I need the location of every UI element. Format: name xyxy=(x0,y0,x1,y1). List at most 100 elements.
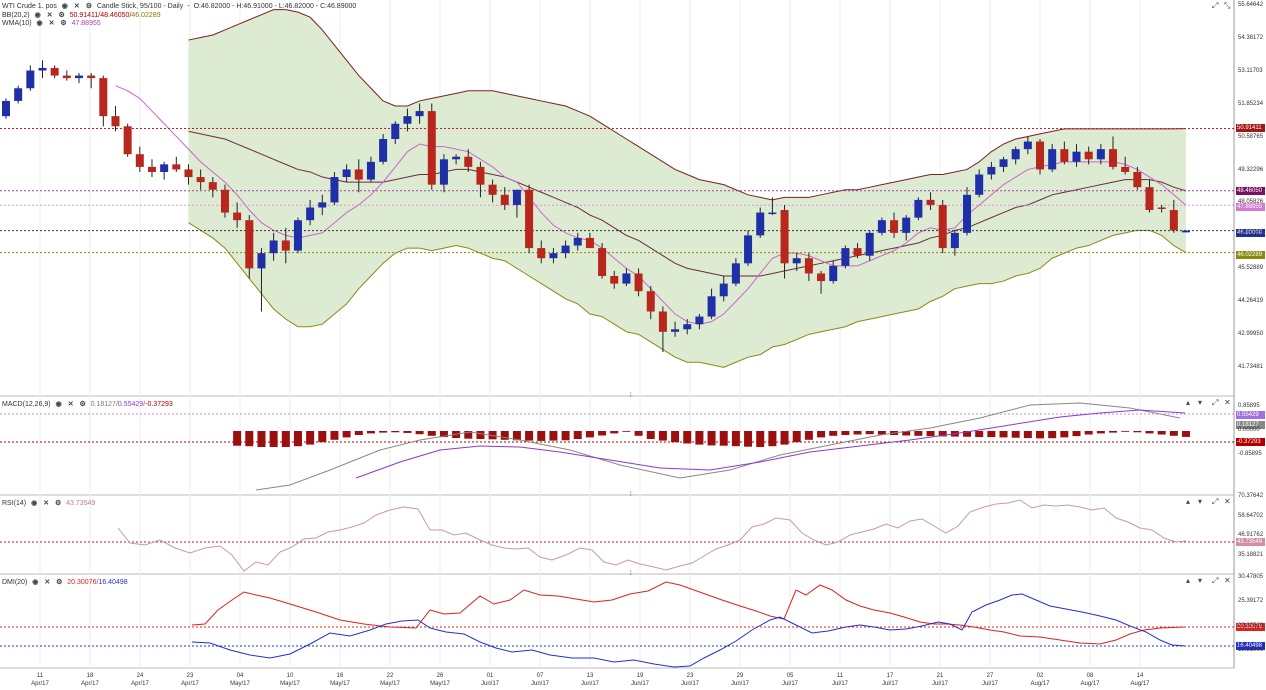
move-down-icon[interactable]: ▾ xyxy=(1198,576,1203,585)
close-icon[interactable]: ✕ xyxy=(73,3,80,10)
close-icon[interactable]: ✕ xyxy=(67,401,74,408)
close-pane-icon[interactable]: ✕ xyxy=(1224,497,1231,506)
candle-body xyxy=(123,126,132,155)
pane-splitter-handle[interactable]: ⁞ xyxy=(630,492,632,498)
pane-splitter-handle[interactable]: ⁞ xyxy=(630,571,632,577)
macd-histogram-bar xyxy=(865,431,874,435)
dmi-pane-header: DMI(20) ◉ ✕ ⚙ 20.30076/16.40498 xyxy=(2,578,128,587)
time-axis-month-label: May/17 xyxy=(230,681,250,687)
price-tick-label: 50.58765 xyxy=(1238,133,1264,140)
macd-histogram-bar xyxy=(1060,431,1069,438)
pane-splitter-handle[interactable]: ⁞ xyxy=(630,393,632,399)
macd-value: 0.18127/ xyxy=(90,400,118,408)
macd-histogram-bar xyxy=(817,431,826,438)
close-icon[interactable]: ✕ xyxy=(48,20,55,27)
time-axis-day-label: 22 xyxy=(386,673,394,679)
close-pane-icon[interactable]: ✕ xyxy=(1224,576,1231,585)
visibility-eye-icon[interactable]: ◉ xyxy=(36,20,43,27)
candle-body xyxy=(975,174,984,195)
rsi-pane-header: RSI(14) ◉ ✕ ⚙ 43.73549 xyxy=(2,499,95,508)
gear-icon[interactable]: ⚙ xyxy=(58,12,65,19)
move-up-icon[interactable]: ▴ xyxy=(1186,497,1191,506)
candle-body xyxy=(634,273,643,292)
macd-histogram-bar xyxy=(1084,431,1093,435)
candle-body xyxy=(99,78,108,117)
candle-body xyxy=(1182,230,1190,233)
move-down-icon[interactable]: ▾ xyxy=(1198,497,1203,506)
move-down-icon[interactable]: ▾ xyxy=(1198,398,1203,407)
macd-histogram-bar xyxy=(731,431,740,447)
candle-body xyxy=(135,154,144,167)
expand-icon[interactable]: ⤢ xyxy=(1212,576,1219,585)
time-axis-month-label: Aug/17 xyxy=(1080,681,1100,687)
dmi-tick-label: 20.30539 xyxy=(1238,622,1264,629)
expand-icon[interactable]: ⤢ xyxy=(1212,497,1219,506)
macd-histogram-bar xyxy=(403,431,412,433)
macd-histogram-bar xyxy=(354,431,363,435)
wma-study-name: WMA(10) xyxy=(2,19,32,27)
dmi-tick-label: 25.39172 xyxy=(1238,598,1264,605)
visibility-eye-icon[interactable]: ◉ xyxy=(55,401,62,408)
time-axis-month-label: Apr/17 xyxy=(131,681,149,687)
close-icon[interactable]: ✕ xyxy=(43,500,50,507)
gear-icon[interactable]: ⚙ xyxy=(79,401,86,408)
candle-body xyxy=(877,220,886,233)
visibility-eye-icon[interactable]: ◉ xyxy=(31,500,38,507)
time-axis-day-label: 02 xyxy=(1036,673,1044,679)
time-axis-month-label: Apr/17 xyxy=(81,681,99,687)
bb-middle-line xyxy=(188,130,1187,277)
expand-icon[interactable]: ⤢ xyxy=(1212,1,1219,10)
macd-histogram-bar xyxy=(671,431,680,443)
bb-study-values: 50.91411/48.46050/ xyxy=(69,11,132,19)
macd-histogram-bar xyxy=(342,431,351,438)
wma-tag: 47.88955 xyxy=(1236,203,1265,211)
visibility-eye-icon[interactable]: ◉ xyxy=(34,12,41,19)
macd-histogram-bar xyxy=(245,431,254,447)
macd-histogram-bar xyxy=(330,431,339,440)
gear-icon[interactable]: ⚙ xyxy=(54,500,62,507)
expand-icon[interactable]: ⤢ xyxy=(1212,398,1219,407)
move-up-icon[interactable]: ▴ xyxy=(1186,576,1191,585)
macd-histogram-bar xyxy=(780,431,789,445)
macd-histogram-bar xyxy=(1048,431,1057,439)
price-tick-label: 49.32296 xyxy=(1238,166,1264,173)
candle-body xyxy=(963,194,972,233)
candle-body xyxy=(208,182,217,190)
dmi-minus-value: 16.40498 xyxy=(98,578,128,586)
dmi-study-name: DMI(20) xyxy=(2,578,28,586)
close-icon[interactable]: ✕ xyxy=(44,579,51,586)
macd-hist-tag: -0.37293 xyxy=(1236,438,1265,446)
macd-histogram-bar xyxy=(1182,431,1190,437)
candle-body xyxy=(172,164,181,170)
price-tick-label: 45.52889 xyxy=(1238,265,1264,272)
macd-histogram-bar xyxy=(902,431,911,436)
visibility-eye-icon[interactable]: ◉ xyxy=(32,579,39,586)
visibility-eye-icon[interactable]: ◉ xyxy=(61,3,68,10)
close-icon[interactable]: ✕ xyxy=(46,12,53,19)
candle-body xyxy=(719,283,728,297)
macd-histogram-bar xyxy=(622,431,631,432)
candle-body xyxy=(512,189,521,205)
time-axis-month-label: Jun/17 xyxy=(680,681,699,687)
time-axis-month-label: Apr/17 xyxy=(31,681,49,687)
macd-histogram-bar xyxy=(744,431,753,447)
close-pane-icon[interactable]: ✕ xyxy=(1224,398,1231,407)
candle-body xyxy=(366,161,375,180)
candle-body xyxy=(561,245,570,254)
macd-histogram-bar xyxy=(1121,431,1130,432)
fullscreen-icon[interactable]: ⤡ xyxy=(1224,1,1231,10)
time-axis-day-label: 23 xyxy=(686,673,694,679)
macd-histogram-bar xyxy=(768,431,777,447)
macd-signal-tag: 0.55429 xyxy=(1236,411,1265,419)
macd-histogram-bar xyxy=(500,431,509,440)
time-axis-month-label: May/17 xyxy=(380,681,400,687)
macd-histogram-bar xyxy=(391,431,400,433)
gear-icon[interactable]: ⚙ xyxy=(60,20,67,27)
move-up-icon[interactable]: ▴ xyxy=(1186,398,1191,407)
gear-icon[interactable]: ⚙ xyxy=(85,3,92,10)
time-axis-day-label: 19 xyxy=(636,673,644,679)
macd-histogram-bar xyxy=(792,431,801,443)
macd-histogram-bar xyxy=(585,431,594,438)
gear-icon[interactable]: ⚙ xyxy=(56,579,63,586)
candle-body xyxy=(1023,141,1032,150)
